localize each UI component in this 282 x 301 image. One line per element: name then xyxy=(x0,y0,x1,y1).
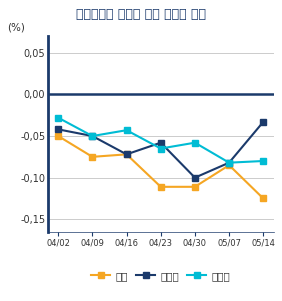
Legend: 서울, 신도시, 수도권: 서울, 신도시, 수도권 xyxy=(87,267,234,285)
Text: (%): (%) xyxy=(7,22,25,32)
Text: 서울수도권 매매값 주간 변동률 추이: 서울수도권 매매값 주간 변동률 추이 xyxy=(76,8,206,20)
